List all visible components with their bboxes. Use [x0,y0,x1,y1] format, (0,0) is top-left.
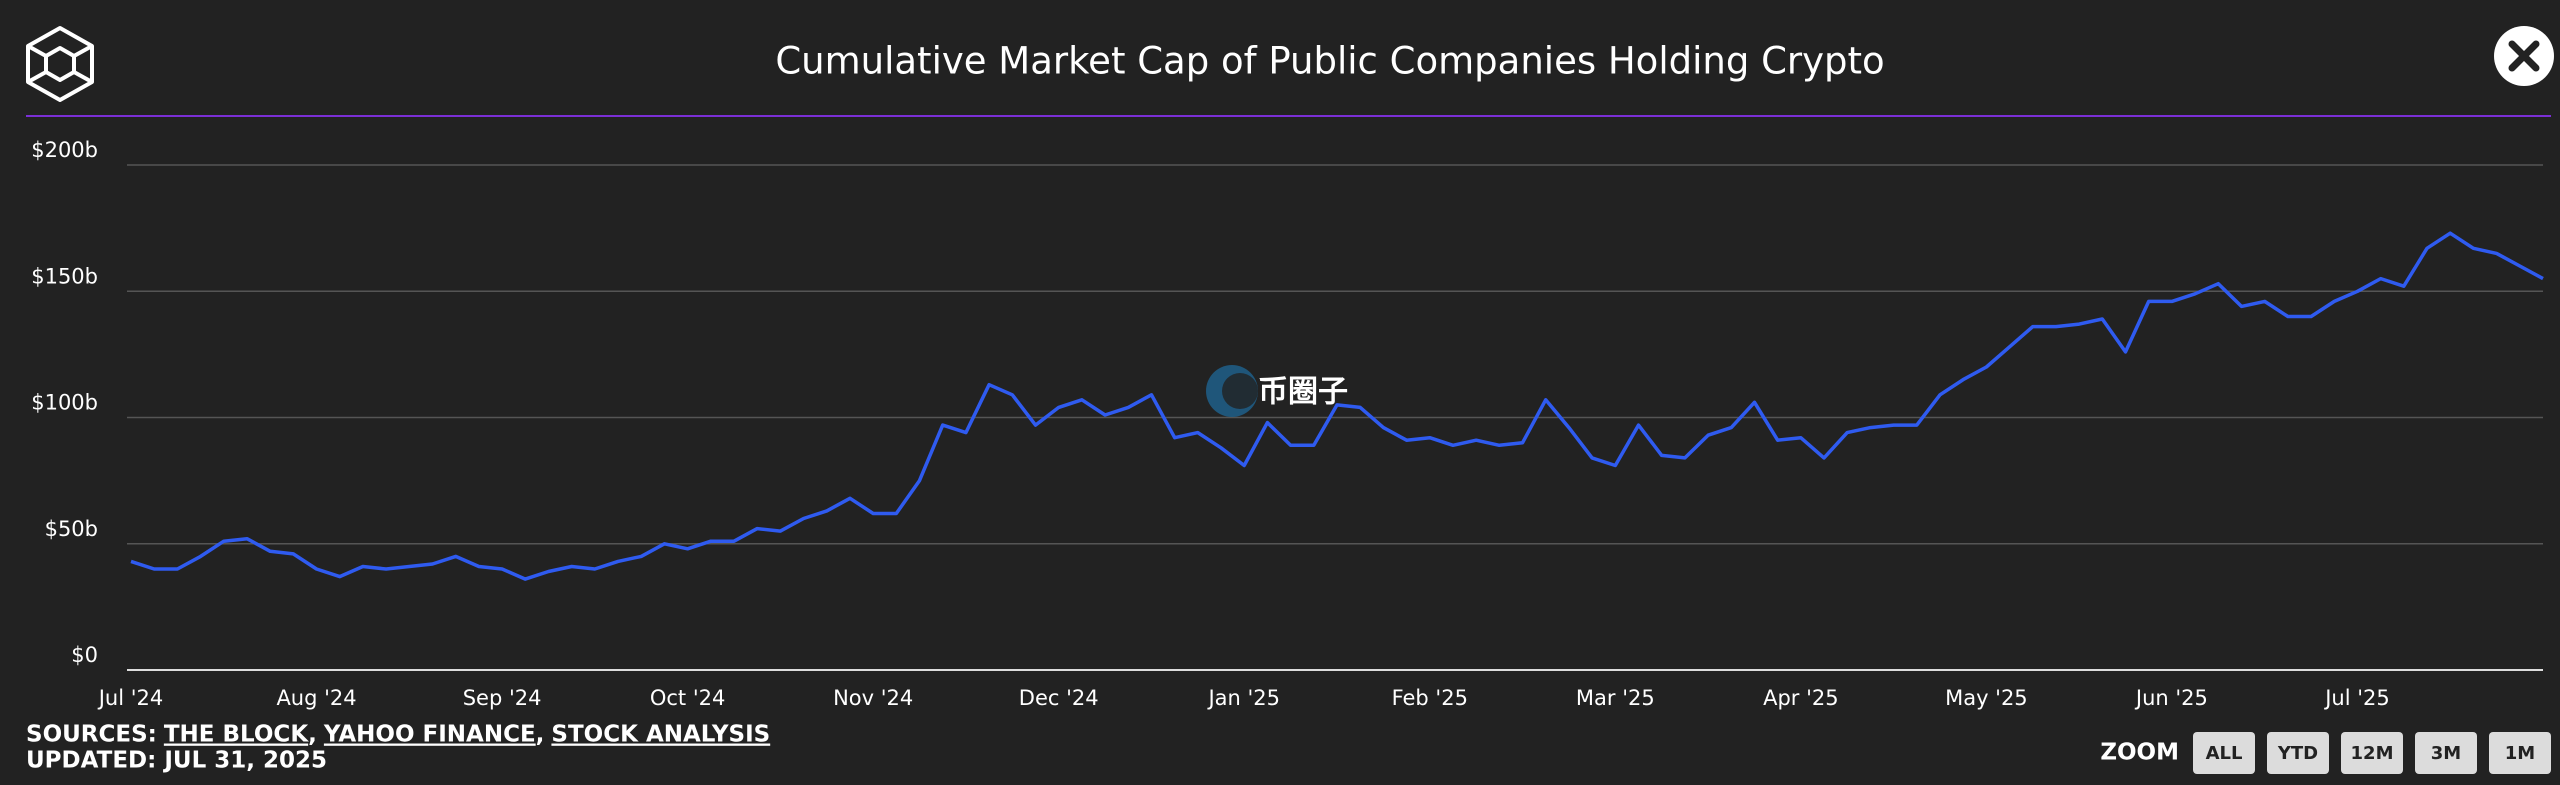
grid: $0 $50b $100b $150b $200b Jul '24 Aug '24 Sep '… [31,138,2543,710]
footer: SOURCES: THE BLOCK, YAHOO FINANCE, STOCK AN… [26,722,2551,774]
zoom-button[interactable] [2267,732,2329,774]
y-tick-label: $0 [71,643,98,667]
x-tick-label: Jul '25 [2323,686,2390,710]
separator: , [308,722,317,748]
updated-text: UPDATED: JUL 31, 2025 [26,748,327,774]
zoom-label: ZOOM [2100,740,2179,766]
watermark-text: 币圈子 [1258,375,1348,410]
x-tick-label: Apr '25 [1763,686,1839,710]
x-tick-label: Oct '24 [650,686,725,710]
y-tick-label: $50b [45,517,98,541]
zoom-button[interactable] [2341,732,2403,774]
zoom-button-label[interactable]: 12M [2351,743,2394,764]
source-link[interactable]: THE BLOCK [164,722,309,748]
x-tick-label: Aug '24 [276,686,356,710]
separator: , [536,722,545,748]
x-tick-label: Sep '24 [463,686,542,710]
y-tick-label: $150b [31,264,98,288]
x-tick-label: Mar '25 [1576,686,1655,710]
zoom-button[interactable] [2415,732,2477,774]
x-tick-label: Jan '25 [1206,686,1280,710]
zoom-button-label[interactable]: ALL [2206,743,2243,764]
zoom-button[interactable] [2489,732,2551,774]
zoom-button-label[interactable]: 1M [2505,743,2535,764]
y-tick-label: $200b [31,138,98,162]
logo [26,26,94,102]
zoom-button-label[interactable]: YTD [2277,743,2318,764]
source-link[interactable]: YAHOO FINANCE [323,722,536,748]
zoom-button[interactable] [2193,732,2255,774]
x-tick-label: Feb '25 [1392,686,1468,710]
series-line [130,231,2544,581]
plot [130,231,2544,581]
watermark: 币圈子 [1206,365,1348,417]
source-link[interactable]: STOCK ANALYSIS [551,722,770,748]
x-tick-label: May '25 [1945,686,2028,710]
chart-title: Cumulative Market Cap of Public Companie… [775,40,1884,83]
x-tick-label: Jun '25 [2134,686,2208,710]
sources-label: SOURCES: [26,722,157,748]
x-tick-label: Dec '24 [1019,686,1099,710]
close-button[interactable] [2494,26,2554,86]
x-tick-label: Nov '24 [833,686,913,710]
y-tick-label: $100b [31,391,98,415]
zoom-button-label[interactable]: 3M [2431,743,2461,764]
x-tick-label: Jul '24 [97,686,164,710]
